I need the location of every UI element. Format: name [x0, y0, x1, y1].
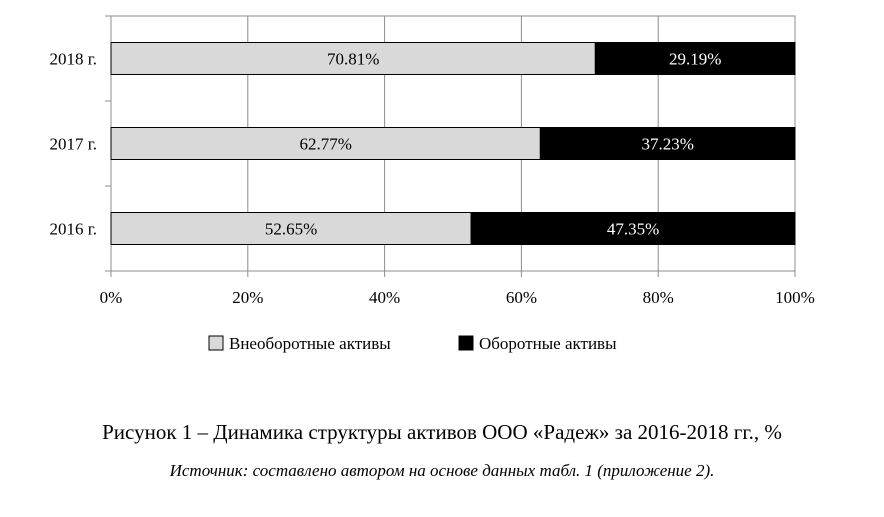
x-tick-label: 20%	[232, 288, 263, 307]
bar-segment	[110, 212, 472, 245]
bar-segment	[539, 127, 796, 160]
legend-swatch	[208, 335, 224, 351]
x-tick-label: 0%	[100, 288, 123, 307]
legend-swatch	[458, 335, 474, 351]
figure-caption: Рисунок 1 – Динамика структуры активов О…	[102, 420, 782, 444]
data-label: 47.35%	[607, 220, 659, 239]
data-label: 37.23%	[641, 135, 693, 154]
figure-source-note: Источник: составлено автором на основе д…	[169, 461, 715, 480]
data-label: 29.19%	[669, 50, 721, 69]
legend-label: Оборотные активы	[479, 334, 617, 353]
data-label: 62.77%	[299, 135, 351, 154]
data-label: 52.65%	[265, 220, 317, 239]
y-category-label: 2017 г.	[49, 135, 97, 154]
stacked-bar-chart: 0% 20% 40% 60% 80% 100% 52.65% 47.35% 2016 г. 62.…	[49, 15, 815, 353]
data-label: 70.81%	[327, 50, 379, 69]
x-tick-label: 100%	[775, 288, 815, 307]
legend-label: Внеоборотные активы	[229, 334, 391, 353]
bar-segment	[470, 212, 796, 245]
y-category-label: 2018 г.	[49, 50, 97, 69]
bar-segment	[110, 42, 596, 75]
x-tick-label: 40%	[369, 288, 400, 307]
x-tick-label: 60%	[506, 288, 537, 307]
y-category-label: 2016 г.	[49, 220, 97, 239]
bar-segment	[110, 127, 541, 160]
bar-segment	[594, 42, 796, 75]
x-tick-label: 80%	[643, 288, 674, 307]
